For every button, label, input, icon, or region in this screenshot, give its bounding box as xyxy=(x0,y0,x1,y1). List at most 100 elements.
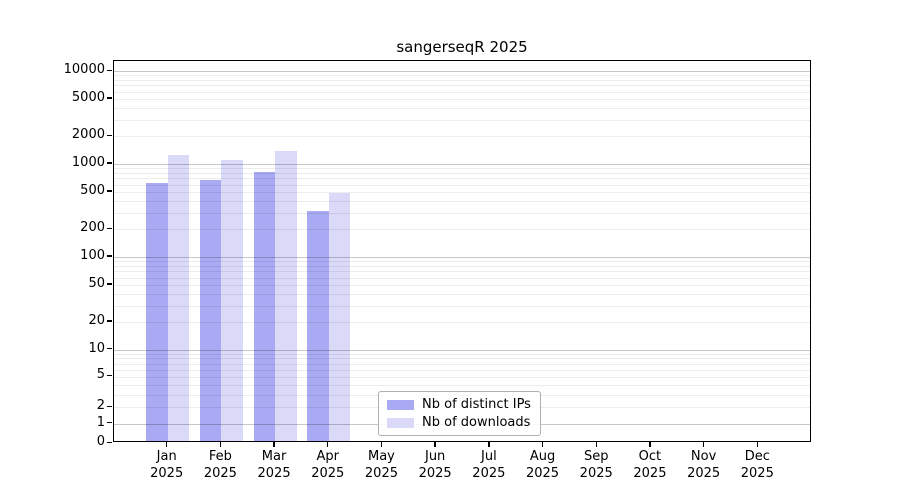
gridline-80 xyxy=(114,266,810,267)
y-tick-mark-1000 xyxy=(107,162,112,164)
gridline-1000 xyxy=(114,164,810,165)
gridline-10 xyxy=(114,349,810,351)
legend-label-downloads: Nb of downloads xyxy=(422,415,531,430)
y-tick-mark-50 xyxy=(107,283,112,285)
legend-swatch-distinct-ips-icon xyxy=(387,399,414,410)
y-tick-mark-500 xyxy=(107,190,112,192)
gridline-2000 xyxy=(114,136,810,137)
gridline-9000 xyxy=(114,75,810,77)
gridline-8000 xyxy=(114,80,810,81)
gridline-6 xyxy=(114,369,810,371)
gridline-40 xyxy=(114,294,810,295)
gridline-20 xyxy=(114,321,810,323)
y-tick-mark-5 xyxy=(107,374,112,377)
gridline-100 xyxy=(114,257,810,258)
y-tick-label-5000: 5000 xyxy=(71,89,105,105)
y-tick-mark-2000 xyxy=(107,134,112,136)
gridline-900 xyxy=(114,168,810,170)
y-tick-mark-10 xyxy=(107,348,112,350)
gridline-4000 xyxy=(114,108,810,109)
gridline-5000 xyxy=(114,99,810,100)
gridline-50 xyxy=(114,285,810,286)
x-tick-label-oct-2025: Oct 2025 xyxy=(633,449,667,481)
y-tick-label-0: 0 xyxy=(96,434,105,449)
x-tick-mark-dec-2025 xyxy=(756,442,758,447)
gridline-200 xyxy=(114,229,810,230)
gridline-60 xyxy=(114,277,810,279)
gridline-3000 xyxy=(114,119,810,121)
x-tick-label-may-2025: May 2025 xyxy=(364,449,398,481)
x-tick-mark-mar-2025 xyxy=(273,442,275,447)
x-tick-label-dec-2025: Dec 2025 xyxy=(740,449,774,481)
x-tick-label-nov-2025: Nov 2025 xyxy=(687,449,721,481)
y-tick-label-2000: 2000 xyxy=(71,127,105,142)
gridline-400 xyxy=(114,201,810,202)
gridline-90 xyxy=(114,261,810,263)
gridline-600 xyxy=(114,184,810,186)
x-tick-mark-oct-2025 xyxy=(649,442,651,447)
gridline-6000 xyxy=(114,91,810,93)
y-tick-label-50: 50 xyxy=(88,275,105,291)
gridline-10000 xyxy=(114,71,810,72)
legend-item-downloads: Nb of downloads xyxy=(387,415,531,430)
y-tick-label-5: 5 xyxy=(96,367,105,383)
gridline-7 xyxy=(114,363,810,365)
x-tick-label-jun-2025: Jun 2025 xyxy=(418,449,452,481)
x-tick-mark-nov-2025 xyxy=(702,442,705,447)
x-tick-mark-sep-2025 xyxy=(595,442,597,447)
y-tick-mark-1 xyxy=(107,422,112,424)
y-tick-label-100: 100 xyxy=(80,247,105,263)
y-tick-mark-10000 xyxy=(107,69,112,71)
bar-distinct-ips-jan-2025 xyxy=(146,183,168,441)
x-tick-label-jan-2025: Jan 2025 xyxy=(150,449,184,481)
bar-distinct-ips-feb-2025 xyxy=(199,180,222,441)
y-tick-mark-5000 xyxy=(107,97,112,99)
y-tick-label-10000: 10000 xyxy=(63,62,105,77)
x-tick-label-jul-2025: Jul 2025 xyxy=(472,449,506,481)
gridline-300 xyxy=(114,212,810,214)
legend: Nb of distinct IPs Nb of downloads xyxy=(378,391,541,436)
gridline-5 xyxy=(114,376,810,378)
x-tick-label-feb-2025: Feb 2025 xyxy=(203,449,237,481)
x-tick-label-aug-2025: Aug 2025 xyxy=(525,449,560,481)
y-tick-label-1000: 1000 xyxy=(71,154,105,170)
y-tick-label-1: 1 xyxy=(96,414,105,430)
gridline-9 xyxy=(114,353,810,355)
bar-distinct-ips-apr-2025 xyxy=(307,211,329,441)
gridline-70 xyxy=(114,271,810,273)
chart-title: sangerseqR 2025 xyxy=(396,38,528,56)
x-tick-mark-jul-2025 xyxy=(488,442,490,447)
gridline-8 xyxy=(114,358,810,360)
gridline-800 xyxy=(114,173,810,174)
x-tick-mark-may-2025 xyxy=(380,442,383,447)
gridline-30 xyxy=(114,305,810,307)
x-tick-mark-feb-2025 xyxy=(219,442,222,447)
x-tick-mark-apr-2025 xyxy=(327,442,329,447)
legend-swatch-downloads-icon xyxy=(387,417,414,428)
x-tick-mark-jun-2025 xyxy=(434,442,436,447)
x-tick-mark-jan-2025 xyxy=(165,442,168,447)
gridline-4 xyxy=(114,384,810,386)
x-tick-label-sep-2025: Sep 2025 xyxy=(579,449,613,481)
y-tick-mark-0 xyxy=(107,441,112,443)
y-tick-label-2: 2 xyxy=(96,398,105,414)
bar-downloads-feb-2025 xyxy=(221,159,243,441)
y-tick-label-500: 500 xyxy=(80,182,105,198)
y-tick-mark-2 xyxy=(107,405,112,408)
plot-area xyxy=(113,60,811,442)
y-tick-mark-20 xyxy=(107,320,112,322)
legend-label-distinct-ips: Nb of distinct IPs xyxy=(422,397,531,412)
bar-downloads-apr-2025 xyxy=(328,193,351,441)
x-tick-mark-aug-2025 xyxy=(541,442,544,447)
legend-item-distinct-ips: Nb of distinct IPs xyxy=(387,397,531,412)
x-tick-label-mar-2025: Mar 2025 xyxy=(257,449,291,481)
bar-downloads-mar-2025 xyxy=(275,151,297,441)
x-tick-label-apr-2025: Apr 2025 xyxy=(311,449,345,481)
y-tick-mark-200 xyxy=(107,227,112,229)
bar-distinct-ips-mar-2025 xyxy=(253,172,276,441)
y-tick-label-10: 10 xyxy=(88,340,105,356)
gridline-500 xyxy=(114,192,810,193)
gridline-7000 xyxy=(114,85,810,87)
gridline-700 xyxy=(114,178,810,180)
